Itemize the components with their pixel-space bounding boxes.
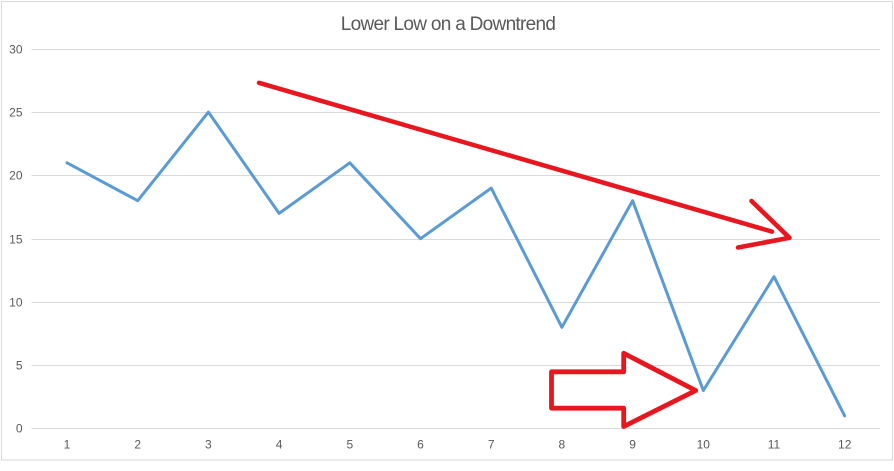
svg-text:10: 10 bbox=[9, 296, 23, 310]
svg-text:15: 15 bbox=[9, 233, 23, 247]
svg-text:2: 2 bbox=[134, 438, 141, 452]
svg-text:0: 0 bbox=[16, 422, 23, 436]
svg-text:25: 25 bbox=[9, 106, 23, 120]
svg-text:11: 11 bbox=[768, 438, 781, 452]
svg-text:12: 12 bbox=[838, 438, 852, 452]
svg-text:Lower Low on a Downtrend: Lower Low on a Downtrend bbox=[341, 14, 556, 35]
svg-text:9: 9 bbox=[629, 438, 636, 452]
svg-text:5: 5 bbox=[16, 359, 23, 373]
svg-text:5: 5 bbox=[346, 438, 353, 452]
svg-text:10: 10 bbox=[697, 438, 711, 452]
svg-text:8: 8 bbox=[559, 438, 566, 452]
svg-text:1: 1 bbox=[64, 438, 71, 452]
svg-text:30: 30 bbox=[9, 43, 23, 57]
svg-text:20: 20 bbox=[9, 169, 23, 183]
svg-text:7: 7 bbox=[488, 438, 495, 452]
svg-text:4: 4 bbox=[276, 438, 283, 452]
svg-text:3: 3 bbox=[205, 438, 212, 452]
svg-text:6: 6 bbox=[417, 438, 424, 452]
